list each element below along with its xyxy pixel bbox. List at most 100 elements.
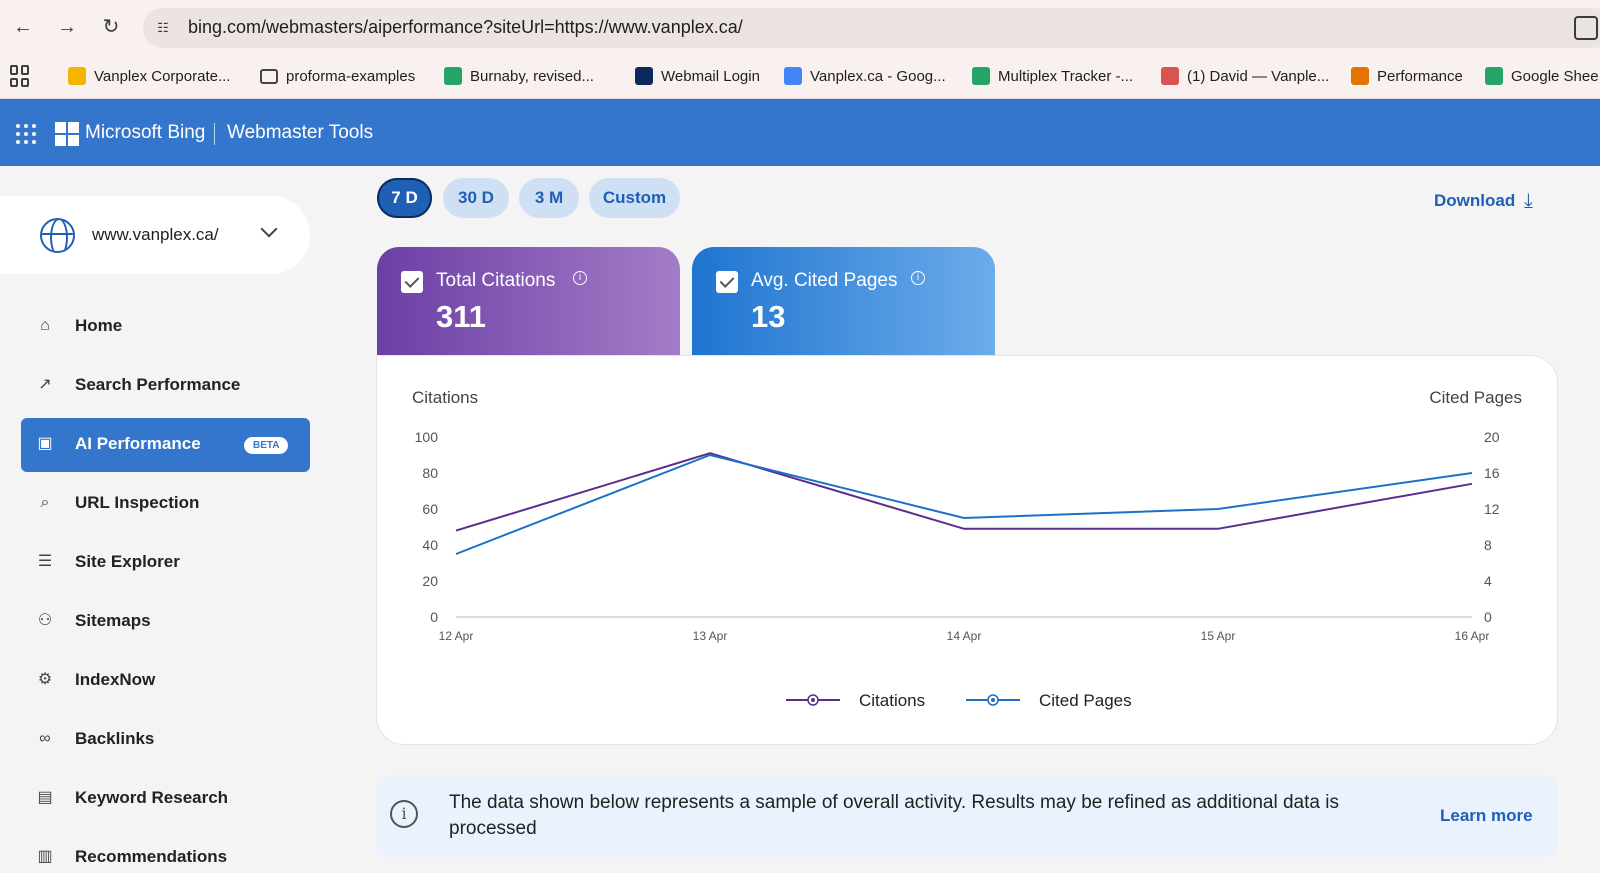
info-banner (376, 775, 1558, 857)
checklist-icon: ▥ (37, 848, 53, 865)
line-chart: Citations Cited Pages 0 0 20 4 40 8 60 12 80 16 100 2… (412, 388, 1522, 710)
site-info-icon[interactable]: ☷ (157, 20, 169, 35)
sidebar-item-url-inspection[interactable]: ⌕ URL Inspection (21, 477, 310, 531)
sidebar-item-label: URL Inspection (75, 493, 200, 512)
series-line-cited-pages (455, 453, 1473, 555)
bookmark-item[interactable]: proforma-examples (260, 64, 415, 88)
download-button[interactable]: Download (1434, 191, 1516, 210)
sidebar-item-label: Home (75, 316, 123, 335)
google-icon (784, 67, 802, 85)
reload-icon[interactable]: ↻ (102, 16, 120, 38)
header-divider (214, 123, 215, 145)
right-axis-title: Cited Pages (1429, 388, 1522, 407)
bookmark-label: (1) David — Vanple... (1187, 67, 1330, 85)
right-tick-label: 20 (1484, 429, 1500, 445)
info-icon[interactable]: i (911, 271, 925, 285)
avg-cited-pages-card[interactable]: Avg. Cited Pages i 13 (692, 247, 995, 355)
legend-marker-dot (811, 698, 815, 702)
bookmark-item[interactable]: (1) David — Vanple... (1161, 64, 1329, 88)
microsoft-logo-icon (55, 122, 79, 146)
bookmark-label: Burnaby, revised... (470, 67, 594, 85)
bookmark-label: Performance (1377, 67, 1463, 85)
folder-icon (260, 68, 278, 84)
address-bar[interactable] (143, 8, 1600, 48)
x-tick-label: 12 Apr (439, 629, 474, 643)
google-sheets-icon (1485, 67, 1503, 85)
sidebar-item-sitemaps[interactable]: ⚇ Sitemaps (21, 595, 310, 649)
total-citations-card[interactable]: Total Citations i 311 (377, 247, 680, 355)
sidebar-item-recommendations[interactable]: ▥ Recommendations (21, 831, 310, 873)
sidebar-item-indexnow[interactable]: ⚙ IndexNow (21, 654, 310, 708)
google-drive-icon (68, 67, 86, 85)
banner-text: The data shown below represents a sample… (449, 792, 1339, 839)
url-text[interactable]: bing.com/webmasters/aiperformance?siteUr… (188, 17, 743, 37)
sidebar-item-label: AI Performance (75, 434, 201, 453)
sidebar-item-search-performance[interactable]: ↗ Search Performance (21, 359, 310, 413)
citations-checkbox[interactable] (401, 271, 423, 293)
sidebar-item-site-explorer[interactable]: ☰ Site Explorer (21, 536, 310, 590)
forward-arrow-icon[interactable]: → (57, 16, 77, 38)
sidebar-item-keyword-research[interactable]: ▤ Keyword Research (21, 772, 310, 826)
legend-label: Cited Pages (1039, 691, 1132, 710)
bookmark-label: proforma-examples (286, 67, 416, 85)
ai-chart-icon: ▣ (37, 435, 53, 452)
app-launcher-icon[interactable] (16, 124, 36, 144)
info-circle-icon: i (390, 800, 418, 828)
trending-up-icon: ↗ (38, 376, 52, 393)
app-header (0, 99, 1600, 166)
bookmark-item[interactable]: Performance (1351, 64, 1463, 88)
legend-label: Citations (859, 691, 925, 710)
left-axis-title: Citations (412, 388, 478, 407)
left-tick-label: 20 (422, 573, 438, 589)
range-custom-button[interactable]: Custom (589, 178, 680, 218)
bookmark-label: Webmail Login (661, 67, 760, 85)
brand-name[interactable]: Microsoft Bing (85, 122, 206, 143)
sidebar-item-label: Search Performance (75, 375, 241, 394)
analytics-icon (1351, 67, 1369, 85)
citations-value: 311 (436, 299, 487, 334)
range-30d-button[interactable]: 30 D (443, 178, 509, 218)
bookmark-item[interactable]: Google Shee (1485, 64, 1599, 88)
document-list-icon: ☰ (37, 553, 53, 570)
left-tick-label: 0 (430, 609, 438, 625)
bookmark-item[interactable]: Vanplex Corporate... (68, 64, 230, 88)
sidebar-item-backlinks[interactable]: ∞ Backlinks (21, 713, 310, 767)
cited-pages-checkbox[interactable] (716, 271, 738, 293)
sidebar-item-ai-performance[interactable]: ▣ AI Performance BETA (21, 418, 310, 472)
bookmark-label: Vanplex Corporate... (94, 67, 231, 85)
range-3m-button[interactable]: 3 M (519, 178, 579, 218)
sidebar-item-home[interactable]: ⌂ Home (21, 300, 310, 354)
bookmark-item[interactable]: Multiplex Tracker -... (972, 64, 1133, 88)
range-7d-button[interactable]: 7 D (377, 178, 432, 218)
right-tick-label: 16 (1484, 465, 1500, 481)
sidebar-item-label: Keyword Research (75, 788, 229, 807)
cited-pages-label: Avg. Cited Pages (751, 270, 898, 291)
magnifier-icon: ⌕ (40, 494, 50, 511)
google-sheets-icon (972, 67, 990, 85)
bookmark-item[interactable]: Vanplex.ca - Goog... (784, 64, 946, 88)
back-arrow-icon[interactable]: ← (13, 16, 33, 38)
house-icon (1161, 67, 1179, 85)
info-icon[interactable]: i (573, 271, 587, 285)
globe-icon (40, 218, 75, 253)
document-icon: ▤ (37, 789, 53, 806)
apps-grid-icon[interactable] (10, 65, 32, 87)
right-tick-label: 4 (1484, 573, 1492, 589)
series-line-citations (455, 452, 1473, 532)
download-icon[interactable]: ⤓ (1524, 190, 1533, 212)
right-tick-label: 0 (1484, 609, 1492, 625)
learn-more-link[interactable]: Learn more (1440, 806, 1533, 825)
x-tick-label: 15 Apr (1201, 629, 1236, 643)
legend-marker-dot (991, 698, 995, 702)
site-name[interactable]: www.vanplex.ca/ (92, 225, 219, 244)
sidebar-item-label: Recommendations (75, 847, 228, 866)
bookmark-label: Vanplex.ca - Goog... (810, 67, 946, 85)
bookmark-item[interactable]: Webmail Login (635, 64, 760, 88)
product-name[interactable]: Webmaster Tools (227, 122, 374, 143)
link-icon: ∞ (39, 730, 51, 747)
bookmark-item[interactable]: Burnaby, revised... (444, 64, 594, 88)
left-tick-label: 80 (422, 465, 438, 481)
left-tick-label: 40 (422, 537, 438, 553)
right-tick-label: 12 (1484, 501, 1500, 517)
install-app-icon[interactable] (1574, 16, 1598, 40)
